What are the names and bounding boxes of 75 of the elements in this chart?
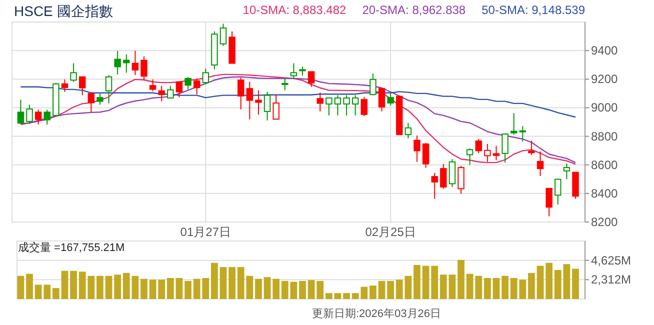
bar: [158, 280, 166, 299]
text: 更新日期:2026年03月26日: [312, 307, 441, 320]
candlestick: [448, 158, 456, 188]
candlestick: [536, 150, 544, 176]
bar: [528, 272, 535, 299]
y-tick-label: 8400: [591, 186, 618, 200]
bar: [70, 270, 77, 299]
bar: [140, 278, 148, 299]
y-tick-label: 2,312M: [591, 272, 632, 287]
bar: [96, 276, 104, 299]
bar: [211, 262, 218, 299]
bar: [272, 278, 280, 299]
y-tick-label: 9200: [591, 72, 618, 86]
bar: [166, 278, 174, 299]
candlestick: [404, 122, 412, 139]
bar: [343, 293, 350, 299]
bar: [308, 280, 315, 299]
bar: [105, 276, 112, 299]
bar: [281, 280, 288, 299]
y-tick-label: 8200: [591, 215, 618, 229]
bar: [370, 286, 376, 299]
y-tick-label: 8600: [591, 158, 618, 172]
bar: [61, 270, 68, 299]
bar: [458, 260, 464, 299]
bar: [572, 268, 579, 299]
bar: [502, 276, 508, 299]
chart-title: 成交量 =167,755.21M: [18, 241, 125, 254]
bar: [448, 274, 456, 299]
bar: [546, 262, 553, 299]
text: 10-SMA: 8,883.482: [242, 3, 347, 17]
bar: [176, 278, 183, 299]
bar: [316, 280, 324, 299]
bar: [440, 274, 447, 299]
y-tick-label: 4,625M: [591, 253, 632, 268]
text: 50-SMA: 9,148.539: [482, 3, 586, 17]
y-tick-label: 9400: [591, 44, 618, 58]
bar: [255, 278, 262, 299]
bar: [299, 280, 306, 299]
candlestick: [414, 135, 420, 162]
text: 20-SMA: 8,962.838: [362, 3, 466, 17]
x-tick-label: 01月27日: [180, 225, 231, 239]
bar: [44, 284, 51, 299]
candlestick: [114, 50, 121, 75]
chart-title: HSCE 國企指數: [14, 3, 113, 19]
bar: [492, 278, 500, 299]
bar: [114, 274, 122, 299]
bar: [264, 277, 271, 299]
bar: [378, 280, 386, 299]
bar: [228, 267, 236, 299]
bar: [387, 280, 394, 299]
bar: [26, 274, 33, 299]
bar: [554, 270, 562, 299]
bar: [563, 264, 570, 299]
candlestick: [484, 144, 491, 162]
candlestick: [158, 85, 165, 102]
bar: [484, 278, 491, 299]
bar: [34, 284, 42, 299]
y-tick-label: 9000: [591, 100, 618, 115]
candlestick: [519, 126, 526, 142]
candlestick: [255, 90, 262, 116]
x-tick-label: 02月25日: [365, 225, 416, 239]
bar: [334, 293, 342, 299]
bar: [184, 280, 192, 299]
y-tick-label: 8800: [591, 129, 618, 144]
bar: [220, 267, 227, 299]
bar: [536, 266, 544, 299]
bar: [431, 266, 438, 299]
bar: [422, 266, 430, 299]
bar: [17, 276, 24, 299]
bar: [149, 280, 156, 299]
bar: [414, 264, 420, 299]
candlestick: [316, 92, 324, 112]
bar: [325, 293, 332, 299]
bar: [52, 288, 60, 299]
bar: [290, 282, 298, 299]
